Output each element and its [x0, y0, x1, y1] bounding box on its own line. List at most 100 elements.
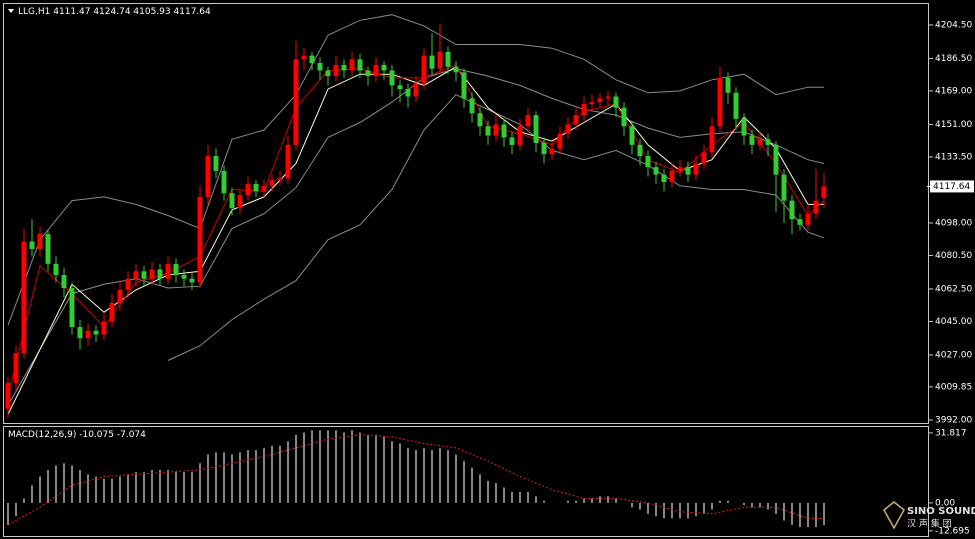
- candle-body: [309, 55, 315, 64]
- candle-body: [525, 115, 531, 127]
- candle-body: [437, 51, 443, 69]
- candle-body: [429, 55, 435, 69]
- candle-body: [661, 174, 667, 183]
- candle-body: [765, 139, 771, 145]
- candle-body: [341, 64, 347, 71]
- candle-body: [333, 64, 339, 77]
- y-tick-label: 4045.00: [935, 317, 972, 327]
- candle-body: [221, 170, 227, 194]
- candle-body: [789, 200, 795, 220]
- candle-body: [269, 180, 275, 186]
- y-tick-label: 4027.00: [935, 350, 972, 360]
- candle-body: [117, 289, 123, 303]
- candle-body: [517, 126, 523, 145]
- candle-body: [77, 327, 83, 339]
- candle-body: [101, 321, 107, 335]
- candle-body: [173, 263, 179, 276]
- candle-body: [253, 183, 259, 192]
- header: LLG,H1 4111.47 4124.74 4105.93 4117.64: [18, 7, 211, 17]
- candle-body: [149, 269, 155, 279]
- candle-body: [701, 152, 707, 164]
- candle-body: [93, 330, 99, 335]
- candle-body: [653, 167, 659, 175]
- candle-body: [597, 98, 603, 103]
- candle-body: [717, 77, 723, 127]
- y-tick-label: 4062.50: [935, 284, 972, 294]
- candle-body: [325, 70, 331, 77]
- candle-body: [213, 156, 219, 171]
- candle-body: [805, 213, 811, 225]
- macd-value: -10.075: [79, 430, 114, 440]
- candle-body: [293, 59, 299, 145]
- candle-body: [37, 234, 43, 249]
- candle-body: [45, 234, 51, 264]
- candle-body: [141, 271, 147, 279]
- candle-body: [477, 113, 483, 127]
- indicator-line: [167, 94, 825, 361]
- macd-header: MACD(12,26,9) -10.075 -7.074: [8, 430, 146, 440]
- candle-body: [773, 144, 779, 175]
- candle-body: [157, 269, 163, 279]
- open: 4111.47: [53, 7, 90, 17]
- candle-body: [541, 143, 547, 155]
- y-tick-label: 4098.00: [935, 218, 972, 228]
- candle-body: [549, 148, 555, 155]
- candle-body: [165, 263, 171, 279]
- candle-body: [741, 118, 747, 136]
- candle-body: [13, 353, 19, 383]
- candle-body: [485, 126, 491, 136]
- candle-body: [5, 382, 11, 409]
- candle-body: [573, 115, 579, 125]
- candle-body: [725, 77, 731, 93]
- y-tick-label: 4151.00: [935, 120, 972, 130]
- candle-body: [493, 124, 499, 136]
- indicator-line: [7, 66, 824, 415]
- candle-body: [757, 139, 763, 145]
- low: 4105.93: [133, 7, 170, 17]
- indicator-line: [7, 14, 824, 326]
- price-label: 4117.64: [933, 182, 970, 192]
- logo: [883, 501, 905, 530]
- y-tick-label: 4080.50: [935, 251, 972, 261]
- candle-body: [125, 278, 131, 290]
- candle-body: [565, 124, 571, 134]
- signal-value: -7.074: [117, 430, 146, 440]
- macd-y-tick-label: -12.695: [935, 526, 970, 536]
- candle-body: [373, 64, 379, 77]
- macd-title: MACD(12,26,9): [8, 430, 76, 440]
- candle-body: [533, 115, 539, 143]
- candle-body: [21, 241, 27, 354]
- brand-cn: 汉 声 集 团: [907, 518, 952, 530]
- candle-body: [397, 85, 403, 90]
- candle-body: [133, 271, 139, 279]
- signal-line: [7, 434, 825, 526]
- candle-body: [261, 185, 267, 192]
- candle-body: [421, 55, 427, 84]
- candle-body: [733, 92, 739, 119]
- y-tick-label: 4169.00: [935, 86, 972, 96]
- candle-body: [229, 193, 235, 209]
- candle-body: [69, 288, 75, 328]
- candle-body: [637, 144, 643, 157]
- candle-body: [581, 103, 587, 116]
- main-panel: [3, 3, 929, 424]
- candle-body: [677, 167, 683, 171]
- candle-body: [589, 102, 595, 104]
- candle-body: [445, 51, 451, 67]
- candle-body: [709, 126, 715, 153]
- candle-body: [317, 63, 323, 71]
- brand: SINO SOUND: [907, 506, 975, 517]
- y-tick-label: 4133.50: [935, 152, 972, 162]
- candle-body: [693, 163, 699, 175]
- candle-body: [405, 89, 411, 97]
- candle-body: [109, 302, 115, 322]
- candle-body: [501, 124, 507, 138]
- candle-body: [413, 83, 419, 97]
- candle-body: [605, 96, 611, 99]
- candle-body: [301, 55, 307, 60]
- candle-body: [629, 126, 635, 145]
- y-tick-label: 4009.85: [935, 382, 972, 392]
- candle-body: [749, 135, 755, 145]
- candle-body: [781, 174, 787, 201]
